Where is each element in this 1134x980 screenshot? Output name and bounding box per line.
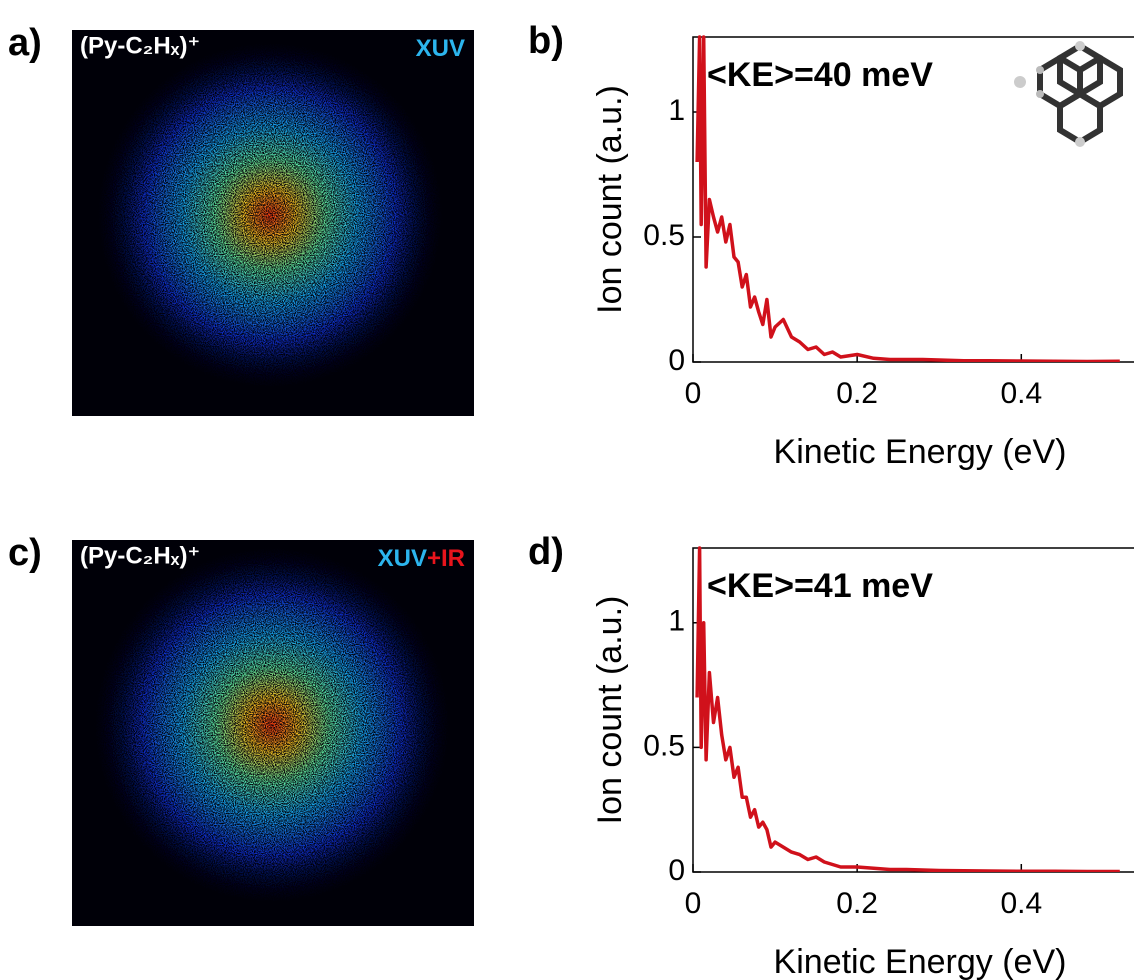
x-tick-label: 0 [685, 377, 702, 410]
x-tick-label: 0.4 [1000, 377, 1042, 410]
ion-distribution [92, 545, 452, 905]
probe-label: XUV+IR [378, 545, 465, 572]
x-tick-label: 0.2 [836, 377, 878, 410]
annotation: <KE>=40 meV [707, 56, 933, 94]
probe-label: XUV [416, 35, 465, 62]
x-axis-label: Kinetic Energy (eV) [774, 433, 1067, 471]
molecule-icon [1014, 41, 1123, 147]
y-tick-label: 1 [668, 605, 685, 638]
annotation: <KE>=41 meV [707, 567, 933, 605]
image-panel-a [72, 30, 474, 416]
probe-part: +IR [427, 545, 465, 572]
data-line [695, 546, 1120, 872]
y-tick-label: 0.5 [643, 219, 685, 252]
x-axis-label: Kinetic Energy (eV) [774, 943, 1067, 980]
x-tick-label: 0.4 [1000, 887, 1042, 920]
panel-label: d) [528, 531, 564, 573]
plot-frame [692, 36, 1134, 363]
plot-frame [692, 547, 1134, 873]
panel-label: c) [8, 532, 42, 574]
image-title: (Py-C₂Hₓ)⁺ [80, 32, 200, 59]
y-tick-label: 0 [668, 854, 685, 887]
panel-label: a) [8, 22, 42, 64]
probe-part: XUV [416, 35, 465, 62]
x-tick-label: 0 [685, 887, 702, 920]
image-title: (Py-C₂Hₓ)⁺ [80, 542, 200, 569]
x-tick-label: 0.2 [836, 887, 878, 920]
y-tick-label: 0 [668, 344, 685, 377]
data-line [695, 35, 1120, 362]
image-panel-c [72, 540, 474, 926]
ion-distribution [95, 40, 445, 390]
y-axis-label: Ion count (a.u.) [591, 85, 629, 314]
y-tick-label: 1 [668, 94, 685, 127]
panel-label: b) [528, 20, 564, 62]
probe-part: XUV [378, 545, 427, 572]
y-axis-label: Ion count (a.u.) [591, 596, 629, 825]
y-tick-label: 0.5 [643, 729, 685, 762]
